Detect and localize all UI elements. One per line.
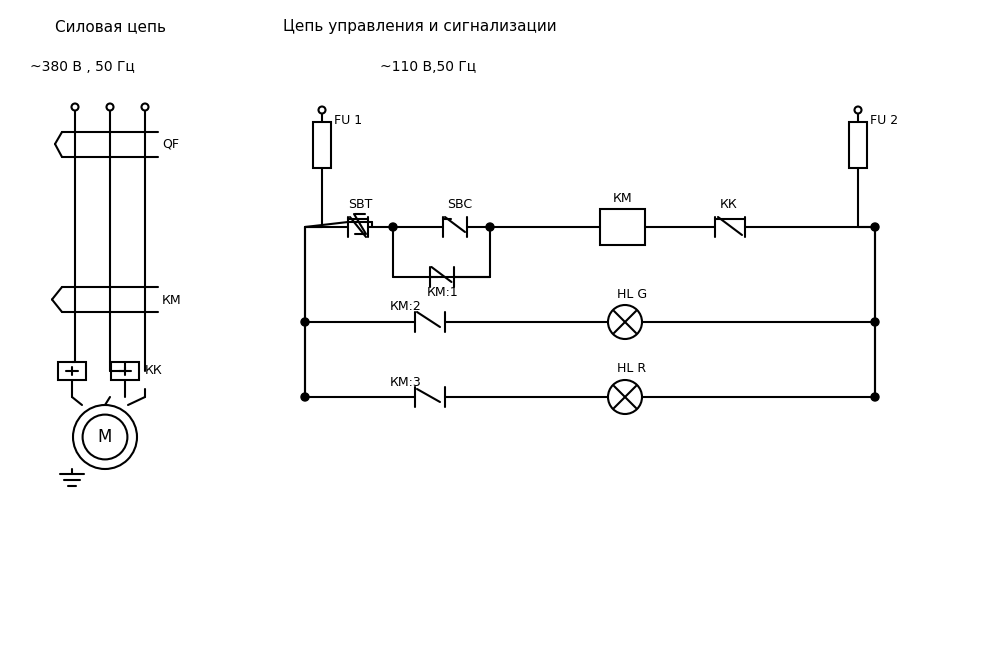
Text: FU 1: FU 1 <box>334 113 362 126</box>
Text: SBC: SBC <box>447 198 472 211</box>
Text: QF: QF <box>162 138 179 151</box>
Text: КК: КК <box>720 198 738 211</box>
Text: Силовая цепь: Силовая цепь <box>55 20 166 35</box>
Text: М: М <box>98 428 112 446</box>
Text: КМ:1: КМ:1 <box>427 286 458 299</box>
Circle shape <box>486 223 494 231</box>
Circle shape <box>389 223 397 231</box>
Text: ~380 В , 50 Гц: ~380 В , 50 Гц <box>30 60 134 74</box>
Text: КК: КК <box>145 364 163 378</box>
Bar <box>849 122 867 168</box>
Text: FU 2: FU 2 <box>870 113 899 126</box>
Circle shape <box>871 393 879 401</box>
Text: КМ: КМ <box>613 192 633 205</box>
Circle shape <box>301 393 309 401</box>
Text: Цепь управления и сигнализации: Цепь управления и сигнализации <box>284 20 557 35</box>
Bar <box>111 362 139 380</box>
Bar <box>58 362 86 380</box>
Text: HL G: HL G <box>617 288 647 301</box>
Text: ~110 В,50 Гц: ~110 В,50 Гц <box>380 60 476 74</box>
Bar <box>600 209 645 245</box>
Circle shape <box>301 318 309 326</box>
Circle shape <box>871 318 879 326</box>
Text: SBT: SBT <box>348 198 373 211</box>
Text: КМ:3: КМ:3 <box>390 376 422 389</box>
Text: КМ:2: КМ:2 <box>390 301 422 314</box>
Text: КМ: КМ <box>162 293 181 306</box>
Bar <box>313 122 331 168</box>
Circle shape <box>871 223 879 231</box>
Text: HL R: HL R <box>617 363 646 376</box>
